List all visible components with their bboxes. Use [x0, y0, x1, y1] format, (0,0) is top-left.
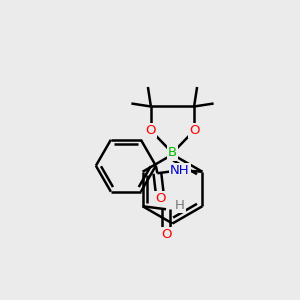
Text: H: H	[175, 199, 184, 212]
Text: O: O	[155, 192, 166, 205]
Text: O: O	[146, 124, 156, 137]
Text: O: O	[161, 228, 171, 241]
Text: B: B	[168, 146, 177, 160]
Text: NH: NH	[170, 164, 190, 177]
Text: O: O	[189, 124, 199, 137]
